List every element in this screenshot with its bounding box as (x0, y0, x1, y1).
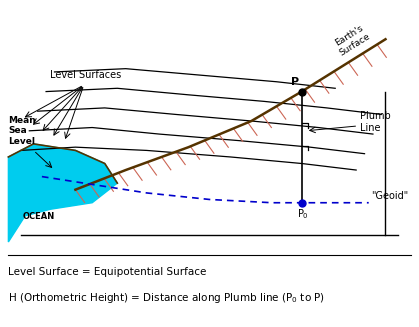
Text: P$_0$: P$_0$ (297, 207, 309, 221)
Text: OCEAN: OCEAN (23, 212, 55, 221)
Text: Level Surfaces: Level Surfaces (50, 71, 122, 80)
Text: P: P (291, 77, 299, 87)
Text: Level Surface = Equipotential Surface: Level Surface = Equipotential Surface (8, 267, 207, 277)
Text: "Geoid": "Geoid" (371, 192, 408, 201)
Text: Mean
Sea
Level: Mean Sea Level (8, 116, 36, 146)
Text: Plumb
Line: Plumb Line (360, 111, 391, 133)
Text: Earth's
Surface: Earth's Surface (332, 23, 372, 58)
Text: H (Orthometric Height) = Distance along Plumb line (P$_0$ to P): H (Orthometric Height) = Distance along … (8, 291, 326, 305)
Polygon shape (8, 144, 117, 242)
